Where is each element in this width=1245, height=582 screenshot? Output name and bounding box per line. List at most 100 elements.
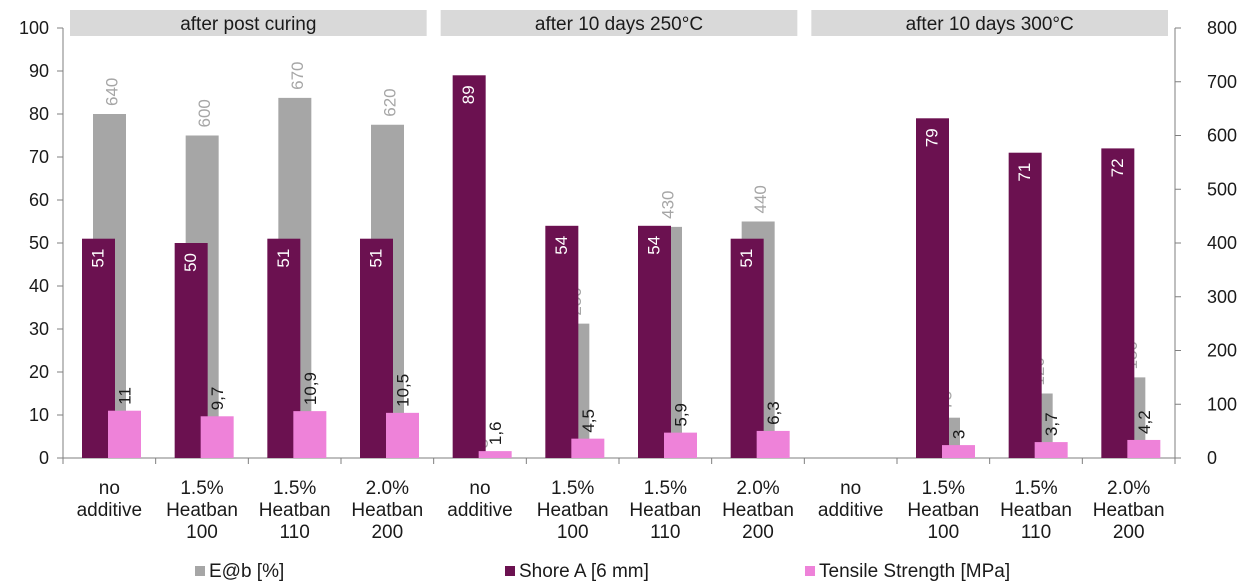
category-label: no	[99, 478, 120, 499]
data-label-shore-a: 71	[1015, 163, 1034, 182]
bar-tensile	[1034, 442, 1068, 458]
data-label-shore-a: 51	[274, 249, 293, 268]
data-label-tensile: 6,3	[764, 401, 783, 425]
right-tick-label: 700	[1207, 72, 1237, 92]
category-label: additive	[77, 500, 143, 521]
data-label-tensile: 3	[949, 430, 968, 439]
group-header-band-2	[440, 10, 798, 36]
category-label: Heatban	[537, 500, 609, 521]
legend-label: Shore A [6 mm]	[519, 561, 649, 582]
bar-tensile	[942, 445, 975, 458]
data-label-tensile: 9,7	[208, 387, 227, 411]
category-label: 1.5%	[273, 478, 316, 499]
data-label-shore-a: 54	[644, 236, 663, 255]
category-label: 200	[1113, 522, 1145, 543]
bar-shore-a	[1101, 148, 1135, 458]
group-header-band-3	[811, 10, 1168, 36]
data-label-eab: 620	[380, 88, 399, 116]
group-header-band-1	[70, 10, 427, 36]
category-label: 1.5%	[922, 478, 965, 499]
bar-shore-a	[916, 118, 949, 459]
category-label: additive	[818, 500, 884, 521]
bar-tensile	[293, 411, 327, 458]
bar-shore-a	[545, 225, 579, 458]
bar-tensile	[478, 451, 512, 458]
left-tick-label: 10	[29, 405, 49, 425]
legend-swatch	[805, 566, 815, 576]
category-label: 110	[1021, 522, 1051, 543]
category-label: Heatban	[1000, 500, 1072, 521]
data-label-tensile: 11	[115, 387, 134, 405]
data-label-tensile: 5,9	[671, 403, 690, 427]
left-tick-label: 40	[29, 276, 49, 296]
category-label: Heatban	[629, 500, 701, 521]
category-label: 2.0%	[1107, 478, 1150, 499]
left-tick-label: 80	[29, 104, 49, 124]
category-label: 110	[650, 522, 680, 543]
category-label: additive	[447, 500, 513, 521]
left-tick-label: 0	[39, 448, 49, 468]
category-label: Heatban	[351, 500, 423, 521]
left-tick-label: 50	[29, 233, 49, 253]
right-tick-label: 500	[1207, 179, 1237, 199]
category-label: 100	[186, 522, 218, 543]
data-label-tensile: 1,6	[486, 421, 505, 445]
legend-swatch	[505, 566, 515, 576]
bar-tensile	[571, 438, 605, 458]
category-label: Heatban	[1093, 500, 1165, 521]
data-label-eab: 600	[195, 99, 214, 127]
category-label: 100	[927, 522, 959, 543]
right-tick-label: 0	[1207, 448, 1217, 468]
bar-shore-a	[452, 75, 486, 459]
category-label: 1.5%	[551, 478, 594, 499]
left-tick-label: 100	[19, 18, 49, 38]
category-label: Heatban	[259, 500, 331, 521]
category-label: 1.5%	[644, 478, 687, 499]
data-label-shore-a: 72	[1108, 158, 1127, 177]
data-label-eab: 670	[288, 62, 307, 90]
legend-label: E@b [%]	[209, 561, 284, 582]
data-label-eab: 440	[751, 185, 770, 213]
category-label: no	[840, 478, 861, 499]
bar-tensile	[664, 432, 697, 458]
data-label-shore-a: 79	[922, 128, 941, 147]
category-label: Heatban	[166, 500, 238, 521]
right-tick-label: 200	[1207, 341, 1237, 361]
bar-tensile	[200, 416, 234, 458]
category-label: Heatban	[907, 500, 979, 521]
category-label: 2.0%	[366, 478, 409, 499]
group-header-2: after 10 days 250°C	[535, 14, 703, 35]
left-tick-label: 60	[29, 190, 49, 210]
bar-tensile	[1127, 439, 1161, 458]
data-label-tensile: 4,2	[1135, 410, 1154, 434]
bar-shore-a	[1008, 152, 1042, 458]
group-header-1: after post curing	[180, 14, 316, 35]
right-tick-label: 600	[1207, 126, 1237, 146]
right-tick-label: 800	[1207, 18, 1237, 38]
data-label-shore-a: 54	[552, 236, 571, 255]
data-label-tensile: 4,5	[579, 409, 598, 433]
category-label: 200	[742, 522, 774, 543]
data-label-tensile: 10,9	[301, 372, 320, 405]
data-label-shore-a: 51	[737, 249, 756, 268]
data-label-shore-a: 50	[181, 253, 200, 272]
data-label-tensile: 3,7	[1042, 412, 1061, 436]
category-label: 1.5%	[180, 478, 223, 499]
bar-shore-a	[638, 225, 671, 458]
group-header-3: after 10 days 300°C	[906, 14, 1074, 35]
category-label: 1.5%	[1014, 478, 1057, 499]
data-label-tensile: 10,5	[393, 374, 412, 407]
legend-label: Tensile Strength [MPa]	[819, 561, 1010, 582]
data-label-eab: 430	[658, 191, 677, 219]
data-label-shore-a: 51	[88, 249, 107, 268]
bar-shore-a	[730, 238, 764, 458]
category-label: Heatban	[722, 500, 794, 521]
legend-swatch	[195, 566, 205, 576]
left-tick-label: 20	[29, 362, 49, 382]
category-label: 100	[557, 522, 589, 543]
right-tick-label: 100	[1207, 394, 1237, 414]
bar-tensile	[756, 430, 790, 458]
category-label: 110	[280, 522, 310, 543]
